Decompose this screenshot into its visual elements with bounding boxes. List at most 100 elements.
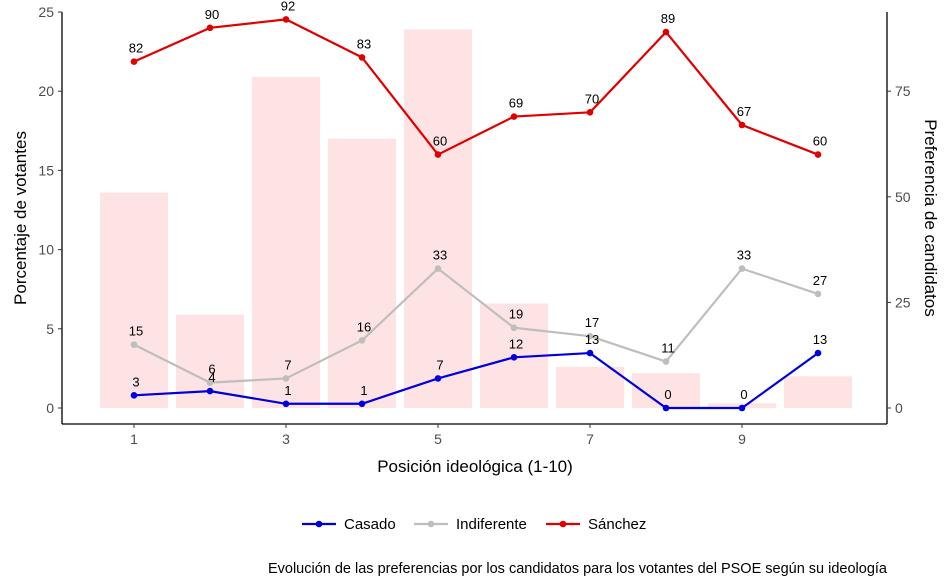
data-label: 83 (357, 36, 371, 51)
data-label: 17 (585, 315, 599, 330)
data-point (358, 337, 366, 344)
data-label: 13 (585, 332, 599, 347)
data-point (434, 375, 442, 382)
data-point (130, 341, 138, 348)
data-point (282, 375, 290, 382)
x-tick-label: 5 (434, 431, 442, 447)
y-left-tick-label: 5 (46, 321, 54, 337)
data-label: 0 (740, 387, 747, 402)
y-right-tick-label: 75 (895, 83, 911, 99)
data-label: 90 (205, 7, 219, 22)
lines-layer (130, 16, 822, 412)
data-point (738, 265, 746, 272)
data-label: 7 (436, 357, 443, 372)
data-label: 3 (132, 374, 139, 389)
x-axis-title: Posición ideológica (1-10) (377, 457, 573, 476)
legend-key-point (427, 520, 435, 528)
data-point (662, 358, 670, 365)
data-label: 67 (737, 104, 751, 119)
legend: Casado Indiferente Sánchez (302, 516, 646, 533)
x-tick-label: 1 (130, 431, 138, 447)
legend-key-point (315, 520, 323, 528)
y-right-tick-label: 25 (895, 294, 911, 310)
data-point (510, 354, 518, 361)
legend-key-point (559, 520, 567, 528)
data-point (130, 392, 138, 399)
data-label: 6 (208, 362, 215, 377)
data-label: 89 (661, 11, 675, 26)
data-point (434, 151, 442, 158)
series-line-sánchez (133, 18, 819, 156)
y-left-tick-label: 15 (38, 162, 54, 178)
bar (252, 76, 320, 408)
data-point (510, 324, 518, 332)
data-label: 16 (357, 319, 371, 334)
y-left-tick-label: 25 (38, 4, 54, 20)
data-point (738, 121, 746, 129)
data-label: 27 (813, 273, 827, 288)
data-point (814, 290, 822, 298)
data-label: 60 (433, 134, 447, 149)
data-label: 7 (284, 357, 291, 372)
data-point (358, 400, 366, 408)
data-label: 33 (433, 248, 447, 263)
legend-item-casado: Casado (302, 516, 396, 533)
data-label: 1 (360, 383, 367, 398)
data-point (586, 349, 594, 357)
y-right-tick-label: 0 (895, 400, 903, 416)
data-point (586, 109, 594, 116)
data-label: 33 (737, 248, 751, 263)
data-point (662, 28, 670, 36)
data-label: 70 (585, 91, 599, 106)
legend-item-sánchez: Sánchez (546, 516, 646, 533)
data-label: 4 (208, 370, 215, 385)
data-label: 12 (509, 336, 523, 351)
legend-label: Casado (344, 516, 396, 533)
legend-label: Indiferente (456, 516, 527, 533)
data-point (282, 16, 290, 23)
data-point (662, 404, 670, 412)
bar (328, 138, 396, 408)
y-right-tick-label: 50 (895, 189, 911, 205)
data-label: 15 (129, 324, 143, 339)
data-label: 0 (664, 387, 671, 402)
data-point (206, 387, 214, 395)
data-label: 19 (509, 307, 523, 322)
data-point (738, 404, 746, 412)
y-left-tick-label: 20 (38, 83, 54, 99)
legend-label: Sánchez (588, 516, 646, 533)
bar (100, 192, 168, 408)
data-point (282, 400, 290, 408)
x-tick-label: 3 (282, 431, 290, 447)
data-label: 11 (661, 341, 675, 356)
data-point (434, 265, 442, 272)
y-axis-right-title: Preferencia de candidatos (921, 119, 940, 317)
chart-caption: Evolución de las preferencias por los ca… (268, 561, 888, 577)
data-label: 82 (129, 41, 143, 56)
data-point (130, 58, 138, 65)
data-label: 60 (813, 134, 827, 149)
x-tick-label: 7 (586, 431, 594, 447)
bars-layer (100, 29, 852, 408)
legend-item-indiferente: Indiferente (414, 516, 527, 533)
bar (404, 29, 472, 408)
data-label: 92 (281, 0, 295, 13)
bar (556, 366, 624, 408)
y-left-tick-label: 10 (38, 242, 54, 258)
data-label: 13 (813, 332, 827, 347)
data-point (814, 349, 822, 357)
data-point (206, 379, 214, 386)
y-axis-left-title: Porcentaje de votantes (11, 131, 30, 305)
data-point (586, 332, 594, 340)
y-left-tick-label: 0 (46, 400, 54, 416)
data-point (206, 24, 214, 32)
series-line-casado (133, 351, 819, 410)
x-tick-label: 9 (738, 431, 746, 447)
data-label: 69 (509, 96, 523, 111)
data-point (814, 151, 822, 158)
bar (784, 376, 852, 408)
series-line-indiferente (133, 267, 819, 384)
